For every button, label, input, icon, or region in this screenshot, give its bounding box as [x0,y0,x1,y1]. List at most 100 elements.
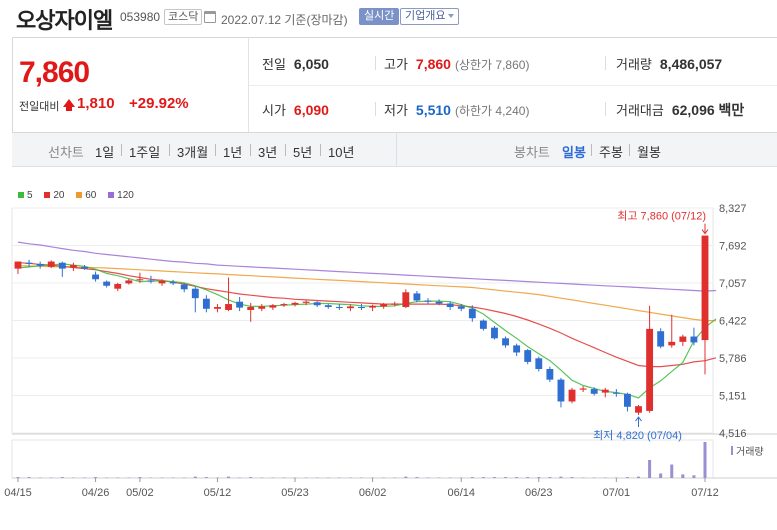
candle [335,304,343,310]
low-annotation: 최저 4,820 (07/04) [593,429,682,442]
volume-label: 거래량 [616,57,652,72]
candle [524,348,532,365]
volume-bar [470,477,474,478]
up-arrow-icon [63,99,75,111]
cell-divider [605,102,606,116]
period-1d[interactable]: 1일 [95,145,115,160]
candle-daily[interactable]: 일봉 [562,145,586,160]
ma60-line [17,265,717,322]
candle-body [214,307,221,309]
candle-monthly[interactable]: 월봉 [637,145,661,160]
volume-bar [537,477,541,478]
candle-body [58,262,66,269]
volume-bar [681,474,685,478]
current-price: 7,860 [19,56,90,89]
candle [346,304,354,312]
legend-ma5-label: 5 [27,190,33,201]
candle [590,387,598,396]
candle-weekly[interactable]: 주봉 [599,145,623,160]
volume-bar [249,477,253,478]
candle [491,325,498,340]
legend-ma20: 20 [44,190,64,201]
y-tick-label: 4,516 [719,428,747,440]
candle [468,305,476,322]
volume-cell: 거래량 8,486,057 [616,54,722,73]
candle-body [513,345,521,353]
candle [291,301,299,307]
candle-body [524,350,532,362]
ma20-line [17,262,717,368]
candle [557,377,565,408]
candle-body [335,307,343,309]
candle-body [535,358,543,370]
candle-body [258,306,266,309]
candle [125,278,133,285]
candle [479,319,487,331]
candle [236,296,244,312]
volume-bar [60,477,64,478]
candle-body [169,282,177,284]
candle-body [324,305,332,308]
y-tick-label: 7,692 [719,241,747,253]
candle-body [180,284,188,290]
period-3m[interactable]: 3개월 [177,145,209,160]
y-tick-label: 8,327 [719,203,747,215]
volume-bar [670,464,674,478]
candle [247,302,255,322]
volume-bar [548,477,552,478]
market-badge: 코스닥 [164,9,203,25]
volume-bar [16,477,20,478]
candle-body [92,274,99,280]
period-10y[interactable]: 10년 [328,145,355,160]
amount-label: 거래대금 [616,103,664,118]
candle [612,389,620,397]
period-sep [629,144,630,156]
candle [535,356,543,372]
high-arrow-head [701,229,709,235]
legend-swatch [76,192,83,198]
period-group-divider [396,133,397,167]
period-5y[interactable]: 5년 [293,145,313,160]
candle [435,299,443,306]
prev-close-value: 6,050 [293,56,329,72]
realtime-button[interactable]: 실시간 [359,8,400,25]
candle-body [81,266,88,269]
candle [402,289,410,309]
legend-ma120: 120 [108,190,134,201]
volume-bar [404,476,408,478]
x-tick-label: 06/02 [359,487,387,499]
period-1w[interactable]: 1주일 [129,145,161,160]
legend-ma5: 5 [18,190,33,201]
legend-ma60: 60 [76,190,96,201]
period-1y[interactable]: 1년 [223,145,243,160]
volume-bar [27,477,31,478]
period-3y[interactable]: 3년 [258,145,278,160]
candle-body [424,300,432,302]
period-sep [215,144,216,156]
candle-body [125,280,133,284]
volume-frame [11,439,714,479]
candle [81,265,88,270]
ma120-line [17,241,717,292]
candle [136,272,144,283]
candle-body [612,392,620,394]
legend-ma120-label: 120 [117,190,134,201]
company-info-button[interactable]: 기업개요 [400,8,460,25]
candle [280,302,288,308]
x-tick-label: 05/02 [126,487,154,499]
candle-body [103,281,111,286]
price-diff: 1,810 [77,95,115,112]
candle [601,387,609,398]
high-value: 7,860 [415,56,451,72]
candle-body [313,302,321,306]
open-cell: 시가 6,090 [262,100,329,119]
candle-body [446,303,454,308]
candle-body [191,288,199,299]
candle-body [69,265,77,268]
low-value: 5,510 [415,102,451,118]
volume-bar [204,477,208,478]
y-tick-label: 5,151 [719,391,747,403]
volume-bar [94,477,98,478]
candle [92,271,99,282]
